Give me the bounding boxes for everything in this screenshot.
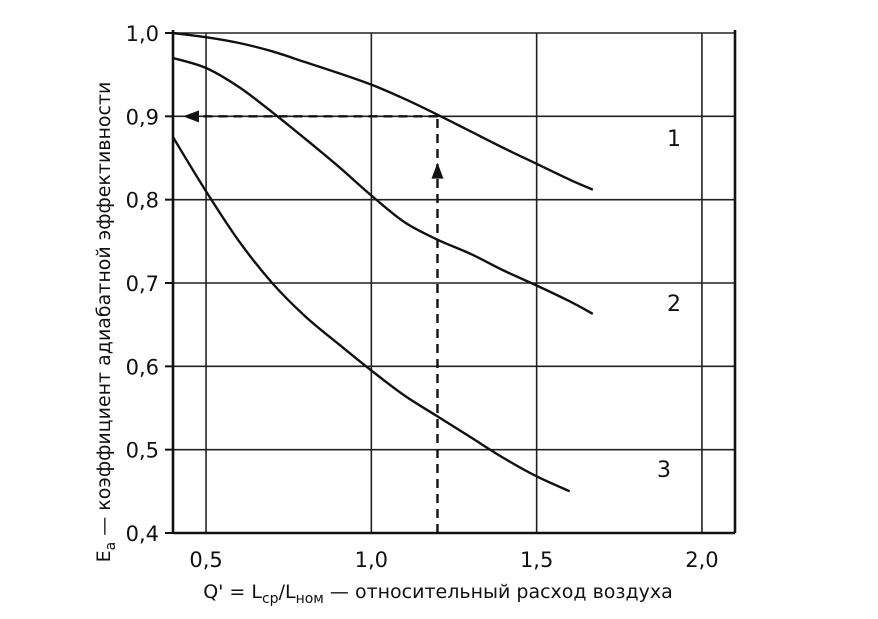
y-tick-label: 0,9 (126, 105, 159, 129)
x-tick-label: 0,5 (189, 548, 222, 572)
dashed-reading-line (183, 110, 444, 533)
x-tick-label: 1,0 (355, 548, 388, 572)
arrowhead-up-icon (431, 162, 444, 179)
x-tick-label: 2,0 (685, 548, 718, 572)
y-tick-label: 0,8 (126, 189, 159, 213)
x-axis-label: Q' = Lср/Lном — относительный расход воз… (203, 581, 673, 607)
y-tick-label: 1,0 (126, 22, 159, 46)
y-tick-label: 0,4 (126, 522, 159, 546)
y-tick-label: 0,7 (126, 272, 159, 296)
curve-label-3: 3 (657, 458, 671, 483)
curve-label-2: 2 (667, 292, 681, 317)
y-axis-label: Ea — коэффициент адиабатной эффективност… (93, 82, 119, 563)
series-3-line (171, 136, 571, 493)
y-tick-label: 0,5 (126, 439, 159, 463)
series-1-line (172, 31, 594, 191)
tick-labels: 1,0 0,9 0,8 0,7 0,6 0,5 0,4 0,5 1,0 1,5 2,0 (126, 22, 719, 572)
y-tick-label: 0,6 (126, 355, 159, 379)
arrowhead-left-icon (183, 110, 199, 123)
curve-labels: 1 2 3 (657, 127, 681, 483)
curve-label-1: 1 (667, 127, 681, 152)
series-2-line (172, 56, 594, 315)
x-tick-label: 1,5 (520, 548, 553, 572)
curves (171, 31, 594, 493)
grid (173, 32, 735, 533)
plot-frame (165, 30, 737, 535)
